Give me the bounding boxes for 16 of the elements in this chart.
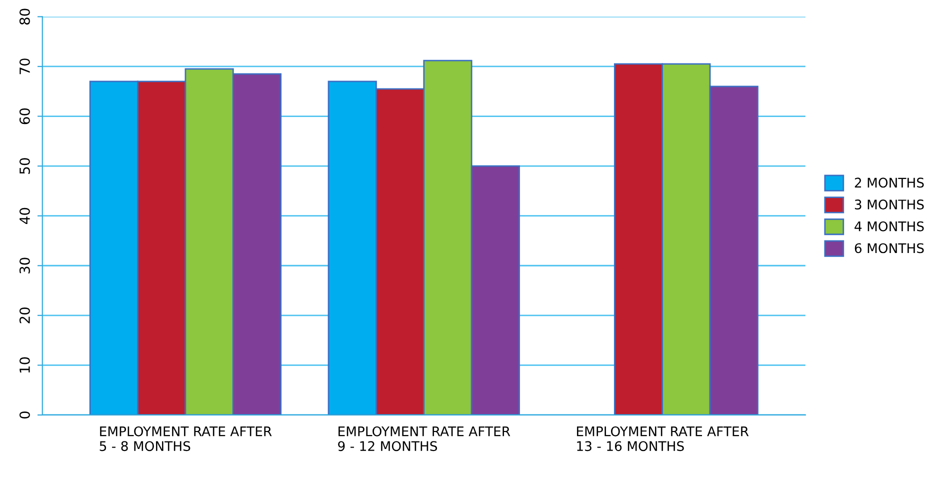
y-tick-label: 10 bbox=[19, 357, 30, 373]
legend-label: 4 MONTHS bbox=[854, 221, 924, 232]
y-tick-label: 50 bbox=[19, 158, 30, 174]
legend-label: 6 MONTHS bbox=[854, 243, 924, 254]
y-tick-label: 60 bbox=[19, 108, 30, 124]
x-tick-label: EMPLOYMENT RATE AFTER 9 - 12 MONTHS bbox=[338, 426, 510, 452]
y-tick-label: 20 bbox=[19, 308, 30, 324]
x-tick-label: EMPLOYMENT RATE AFTER 5 - 8 MONTHS bbox=[100, 426, 272, 452]
y-tick-label: 0 bbox=[19, 411, 30, 418]
y-tick-label: 70 bbox=[19, 58, 30, 74]
legend-label: 2 MONTHS bbox=[854, 178, 924, 188]
y-tick-label: 80 bbox=[19, 8, 30, 25]
y-tick-label: 40 bbox=[19, 208, 30, 224]
legend-label: 3 MONTHS bbox=[854, 200, 924, 210]
y-tick-label: 30 bbox=[19, 258, 30, 274]
x-tick-label: EMPLOYMENT RATE AFTER 13 - 16 MONTHS bbox=[576, 426, 749, 452]
